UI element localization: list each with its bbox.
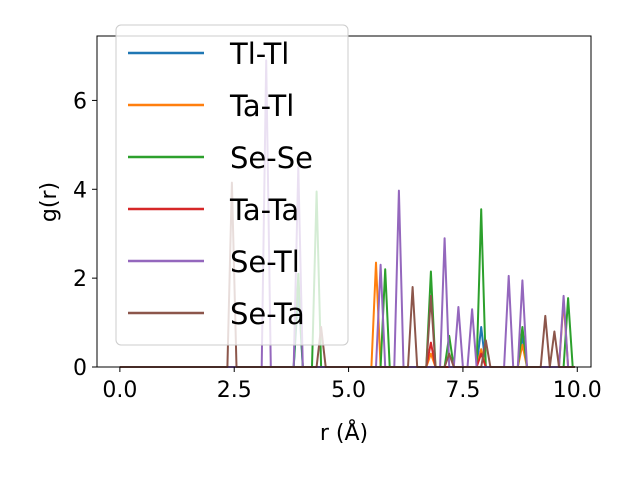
- legend-label-tl-tl: Tl-Tl: [229, 37, 289, 71]
- x-tick-label: 10.0: [553, 378, 602, 403]
- legend-label-ta-ta: Ta-Ta: [229, 193, 299, 227]
- x-axis-label: r (Å): [320, 419, 368, 446]
- y-tick-label: 6: [73, 89, 87, 114]
- y-axis: 0 2 4 6: [73, 89, 97, 381]
- x-tick-label: 2.5: [217, 378, 252, 403]
- y-tick-label: 2: [73, 267, 87, 292]
- y-axis-label: g(r): [37, 182, 62, 222]
- series-line-ta-ta: [119, 341, 575, 368]
- legend: Tl-Tl Ta-Tl Se-Se Ta-Ta Se-Tl Se-Ta: [115, 24, 349, 346]
- x-tick-label: 0.0: [102, 378, 137, 403]
- x-tick-label: 5.0: [331, 378, 366, 403]
- legend-label-se-ta: Se-Ta: [230, 297, 305, 331]
- legend-label-se-tl: Se-Tl: [230, 245, 300, 279]
- x-tick-label: 7.5: [445, 378, 480, 403]
- y-tick-label: 4: [73, 178, 87, 203]
- legend-label-ta-tl: Ta-Tl: [229, 89, 294, 123]
- x-axis: 0.0 2.5 5.0 7.5 10.0: [102, 367, 602, 403]
- y-tick-label: 0: [73, 356, 87, 381]
- legend-label-se-se: Se-Se: [230, 141, 313, 175]
